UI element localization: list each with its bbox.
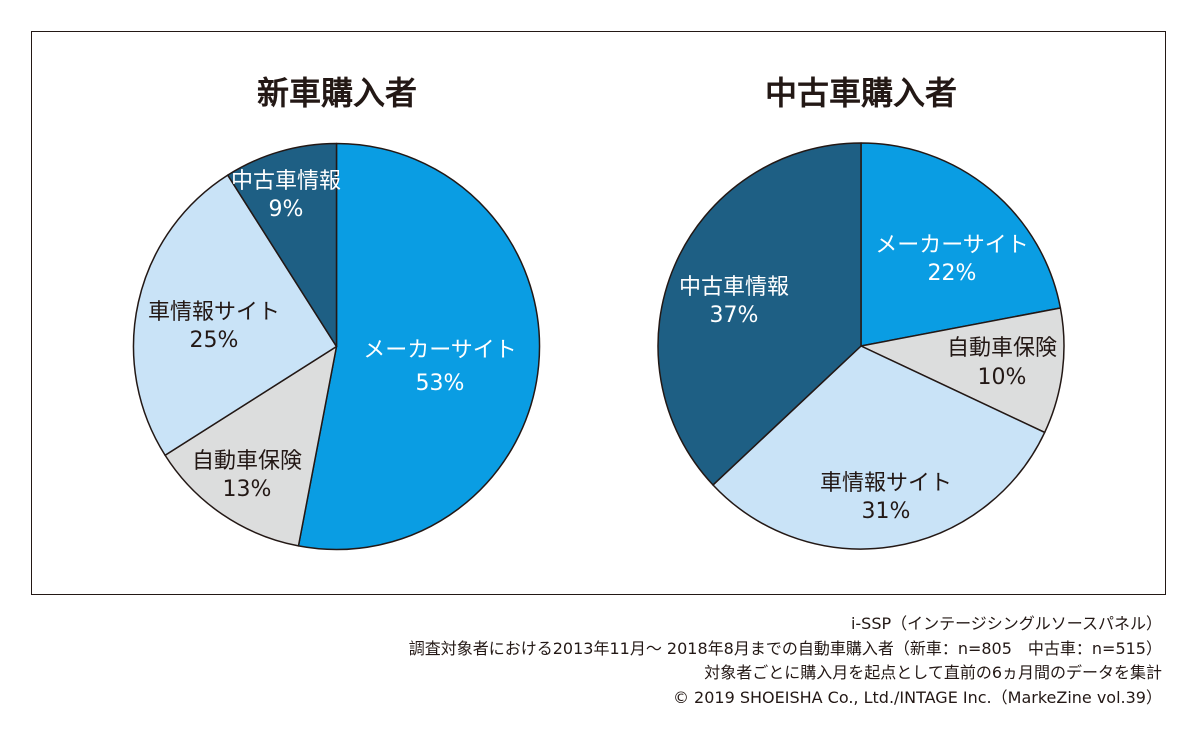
pie-slice-auto-insurance — [164, 345, 338, 547]
pie-slice-car-info-site — [712, 345, 1046, 550]
chart-title-new-car: 新車購入者 — [257, 74, 417, 112]
slice-label-car-info-site: 車情報サイト — [148, 300, 280, 325]
slice-value-used-car-info: 9% — [269, 197, 304, 222]
slice-value-maker-site: 22% — [928, 261, 977, 286]
slice-label-car-info-site: 車情報サイト — [820, 471, 952, 496]
slice-value-used-car-info: 37% — [710, 303, 759, 328]
pie-slice-maker-site — [297, 142, 541, 551]
pie-new-car: メーカーサイト 53% 自動車保険 13% 車情報サイト 25% 中古車情報 9% — [132, 142, 541, 551]
footer-aggregation-note: 対象者ごとに購入月を起点として直前の6ヵ月間のデータを集計 — [704, 663, 1162, 682]
pie-used-car: メーカーサイト 22% 自動車保険 10% 車情報サイト 31% 中古車情報 37% — [657, 142, 1065, 550]
pie-slice-maker-site — [860, 142, 1062, 347]
footer-source: i-SSP（インテージシングルソースパネル） — [850, 614, 1162, 633]
slice-value-maker-site: 53% — [416, 371, 465, 396]
slice-value-car-info-site: 31% — [862, 499, 911, 524]
pie-slice-auto-insurance — [860, 307, 1065, 434]
footer-copyright: © 2019 SHOEISHA Co., Ltd./INTAGE Inc.（Ma… — [672, 687, 1162, 707]
pie-slice-car-info-site — [132, 174, 338, 457]
slice-label-maker-site: メーカーサイト — [875, 233, 1029, 258]
slice-label-maker-site: メーカーサイト — [363, 338, 517, 363]
pie-slice-used-car-info — [226, 142, 338, 348]
slice-label-used-car-info: 中古車情報 — [231, 169, 341, 194]
chart-frame — [31, 31, 1166, 595]
pie-charts: 新車購入者 中古車購入者 メーカーサイト 53% 自動車保険 13% 車情報サイト 25%… — [132, 74, 1065, 551]
slice-label-auto-insurance: 自動車保険 — [947, 336, 1057, 361]
slice-value-auto-insurance: 10% — [978, 365, 1027, 390]
pie-slice-used-car-info — [657, 142, 862, 486]
footer-survey-period: 調査対象者における2013年11月～ 2018年8月までの自動車購入者（新車：n… — [408, 638, 1162, 658]
slice-label-auto-insurance: 自動車保険 — [192, 449, 302, 474]
slice-value-auto-insurance: 13% — [223, 477, 272, 502]
slice-value-car-info-site: 25% — [190, 328, 239, 353]
slice-label-used-car-info: 中古車情報 — [679, 275, 789, 300]
chart-title-used-car: 中古車購入者 — [765, 74, 957, 112]
footer-notes: i-SSP（インテージシングルソースパネル） 調査対象者における2013年11月… — [409, 612, 1162, 710]
